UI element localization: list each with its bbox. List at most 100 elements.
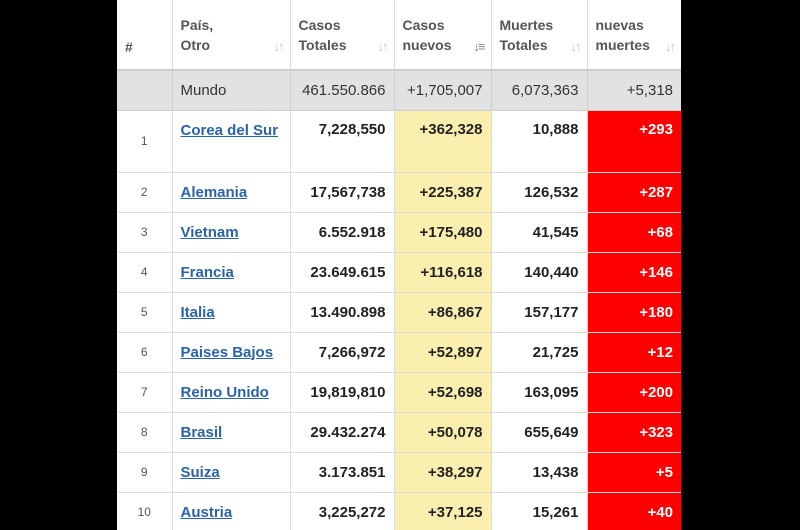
total-cases-cell: 17,567,738 — [290, 172, 395, 213]
country-link[interactable]: Corea del Sur — [180, 121, 279, 139]
new-deaths-cell: +293 — [587, 110, 681, 173]
total-cases-cell: 3.173.851 — [290, 452, 395, 493]
row-index: 2 — [117, 172, 173, 213]
table-row: 8 Brasil 29.432.274 +50,078 655,649 +323 — [117, 412, 681, 453]
column-header-index[interactable]: # — [117, 0, 173, 71]
column-header-total-deaths-line1: Muertes — [499, 16, 554, 33]
new-deaths-cell: +5 — [587, 452, 681, 493]
total-deaths-cell: 655,649 — [491, 412, 588, 453]
column-header-new-cases[interactable]: Casos nuevos ↓≡ — [394, 0, 492, 71]
table-row: 2 Alemania 17,567,738 +225,387 126,532 +287 — [117, 172, 681, 213]
new-deaths-cell: +12 — [587, 332, 681, 373]
table-row: 6 Paises Bajos 7,266,972 +52,897 21,725 +12 — [117, 332, 681, 373]
new-cases-cell: +86,867 — [394, 292, 492, 333]
sort-arrows-icon[interactable]: ↓↑ — [377, 39, 389, 54]
total-deaths-cell: 126,532 — [491, 172, 588, 213]
row-index: 9 — [117, 452, 173, 493]
total-deaths-cell: 157,177 — [491, 292, 588, 333]
table-row: 7 Reino Unido 19,819,810 +52,698 163,095 +200 — [117, 372, 681, 413]
new-deaths-cell: +68 — [587, 212, 681, 253]
country-link[interactable]: Paises Bajos — [180, 343, 274, 361]
country-link[interactable]: Vietnam — [180, 223, 239, 241]
country-cell: Corea del Sur — [172, 110, 291, 173]
new-deaths-cell: +40 — [587, 492, 681, 530]
row-index: 6 — [117, 332, 173, 373]
column-header-new-deaths-line1: nuevas — [595, 16, 644, 33]
new-deaths-cell: +146 — [587, 252, 681, 293]
total-cases-cell: 7,266,972 — [290, 332, 395, 373]
country-cell: Reino Unido — [172, 372, 291, 413]
new-cases-cell: +175,480 — [394, 212, 492, 253]
country-cell: Brasil — [172, 412, 291, 453]
new-deaths-cell: +287 — [587, 172, 681, 213]
new-deaths-cell: +200 — [587, 372, 681, 413]
total-deaths-cell: 15,261 — [491, 492, 588, 530]
country-link[interactable]: Brasil — [180, 423, 223, 441]
new-cases-cell: +362,328 — [394, 110, 492, 173]
total-deaths-cell: 163,095 — [491, 372, 588, 413]
country-cell: Alemania — [172, 172, 291, 213]
country-link[interactable]: Francia — [180, 263, 234, 281]
country-cell: Suiza — [172, 452, 291, 493]
country-cell: Paises Bajos — [172, 332, 291, 373]
world-total-row: Mundo 461.550.866 +1,705,007 6,073,363 +… — [117, 70, 681, 111]
country-cell: Austria — [172, 492, 291, 530]
world-new-cases: +1,705,007 — [394, 70, 492, 111]
total-deaths-cell: 10,888 — [491, 110, 588, 173]
world-index-cell — [117, 70, 173, 111]
country-cell: Italia — [172, 292, 291, 333]
column-header-new-deaths[interactable]: nuevas muertes ↓↑ — [587, 0, 681, 71]
world-label: Mundo — [172, 70, 291, 111]
column-header-new-deaths-line2: muertes — [595, 36, 650, 53]
total-deaths-cell: 41,545 — [491, 212, 588, 253]
column-header-total-deaths[interactable]: Muertes Totales ↓↑ — [491, 0, 588, 71]
column-header-country-line2: Otro — [180, 36, 211, 53]
new-cases-cell: +50,078 — [394, 412, 492, 453]
sort-descending-icon[interactable]: ↓≡ — [473, 39, 485, 54]
country-link[interactable]: Austria — [180, 503, 233, 521]
column-header-country[interactable]: País, Otro ↓↑ — [172, 0, 291, 71]
table-row: 3 Vietnam 6.552.918 +175,480 41,545 +68 — [117, 212, 681, 253]
country-link[interactable]: Alemania — [180, 183, 248, 201]
column-header-total-deaths-line2: Totales — [499, 36, 548, 53]
table-row: 10 Austria 3,225,272 +37,125 15,261 +40 — [117, 492, 681, 530]
new-cases-cell: +38,297 — [394, 452, 492, 493]
table-row: 9 Suiza 3.173.851 +38,297 13,438 +5 — [117, 452, 681, 493]
new-cases-cell: +52,698 — [394, 372, 492, 413]
sort-arrows-icon[interactable]: ↓↑ — [273, 39, 285, 54]
new-cases-cell: +116,618 — [394, 252, 492, 293]
table-row: 4 Francia 23.649.615 +116,618 140,440 +146 — [117, 252, 681, 293]
world-total-cases: 461.550.866 — [290, 70, 395, 111]
total-cases-cell: 7,228,550 — [290, 110, 395, 173]
country-link[interactable]: Suiza — [180, 463, 220, 481]
row-index: 4 — [117, 252, 173, 293]
total-cases-cell: 29.432.274 — [290, 412, 395, 453]
total-cases-cell: 23.649.615 — [290, 252, 395, 293]
row-index: 10 — [117, 492, 173, 530]
total-cases-cell: 19,819,810 — [290, 372, 395, 413]
total-cases-cell: 6.552.918 — [290, 212, 395, 253]
covid-table: # País, Otro ↓↑ Casos Totales ↓↑ Casos n… — [117, 0, 681, 530]
table-row: 5 Italia 13.490.898 +86,867 157,177 +180 — [117, 292, 681, 333]
country-cell: Francia — [172, 252, 291, 293]
row-index: 1 — [117, 110, 173, 173]
country-cell: Vietnam — [172, 212, 291, 253]
total-deaths-cell: 13,438 — [491, 452, 588, 493]
covid-stats-panel: # País, Otro ↓↑ Casos Totales ↓↑ Casos n… — [117, 0, 681, 530]
new-cases-cell: +225,387 — [394, 172, 492, 213]
new-cases-cell: +37,125 — [394, 492, 492, 530]
world-new-deaths: +5,318 — [587, 70, 681, 111]
country-link[interactable]: Reino Unido — [180, 383, 269, 401]
column-header-new-cases-line1: Casos — [402, 16, 445, 33]
row-index: 7 — [117, 372, 173, 413]
sort-arrows-icon[interactable]: ↓↑ — [665, 39, 676, 54]
column-header-total-cases[interactable]: Casos Totales ↓↑ — [290, 0, 395, 71]
total-cases-cell: 13.490.898 — [290, 292, 395, 333]
world-total-deaths: 6,073,363 — [491, 70, 588, 111]
table-row: 1 Corea del Sur 7,228,550 +362,328 10,888 +29… — [117, 110, 681, 173]
sort-arrows-icon[interactable]: ↓↑ — [570, 39, 582, 54]
new-deaths-cell: +180 — [587, 292, 681, 333]
column-header-new-cases-line2: nuevos — [402, 36, 452, 53]
country-link[interactable]: Italia — [180, 303, 215, 321]
column-header-total-cases-line2: Totales — [298, 36, 347, 53]
